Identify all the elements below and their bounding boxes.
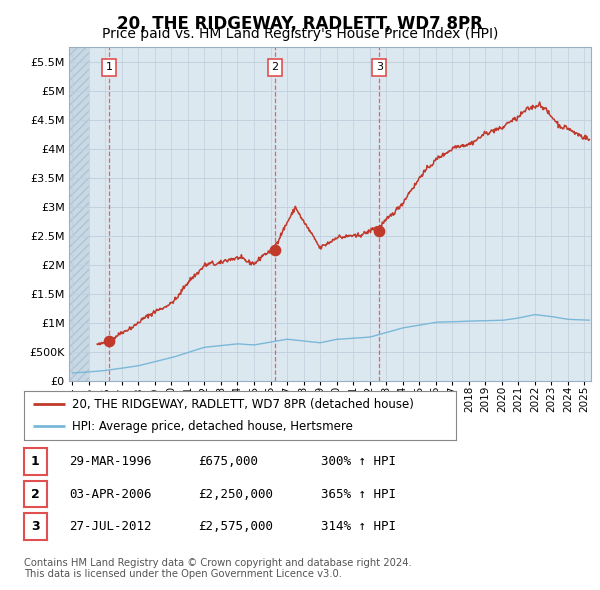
Text: 1: 1 [106,62,112,72]
Text: £2,250,000: £2,250,000 [198,487,273,501]
Text: 27-JUL-2012: 27-JUL-2012 [69,520,151,533]
Text: Contains HM Land Registry data © Crown copyright and database right 2024.: Contains HM Land Registry data © Crown c… [24,558,412,568]
Text: 20, THE RIDGEWAY, RADLETT, WD7 8PR: 20, THE RIDGEWAY, RADLETT, WD7 8PR [117,15,483,33]
Text: £2,575,000: £2,575,000 [198,520,273,533]
Text: 29-MAR-1996: 29-MAR-1996 [69,455,151,468]
Text: 2: 2 [31,487,40,501]
Text: 3: 3 [31,520,40,533]
Text: 3: 3 [376,62,383,72]
Text: 03-APR-2006: 03-APR-2006 [69,487,151,501]
Point [374,227,384,236]
Text: 365% ↑ HPI: 365% ↑ HPI [321,487,396,501]
Text: 20, THE RIDGEWAY, RADLETT, WD7 8PR (detached house): 20, THE RIDGEWAY, RADLETT, WD7 8PR (deta… [71,398,413,411]
Text: 2: 2 [271,62,278,72]
Text: 314% ↑ HPI: 314% ↑ HPI [321,520,396,533]
Text: Price paid vs. HM Land Registry's House Price Index (HPI): Price paid vs. HM Land Registry's House … [102,27,498,41]
Text: This data is licensed under the Open Government Licence v3.0.: This data is licensed under the Open Gov… [24,569,342,579]
Text: HPI: Average price, detached house, Hertsmere: HPI: Average price, detached house, Hert… [71,420,352,433]
Point [104,337,114,346]
Point [270,245,280,255]
Bar [69,47,89,381]
Text: 300% ↑ HPI: 300% ↑ HPI [321,455,396,468]
Text: £675,000: £675,000 [198,455,258,468]
Text: 1: 1 [31,455,40,468]
